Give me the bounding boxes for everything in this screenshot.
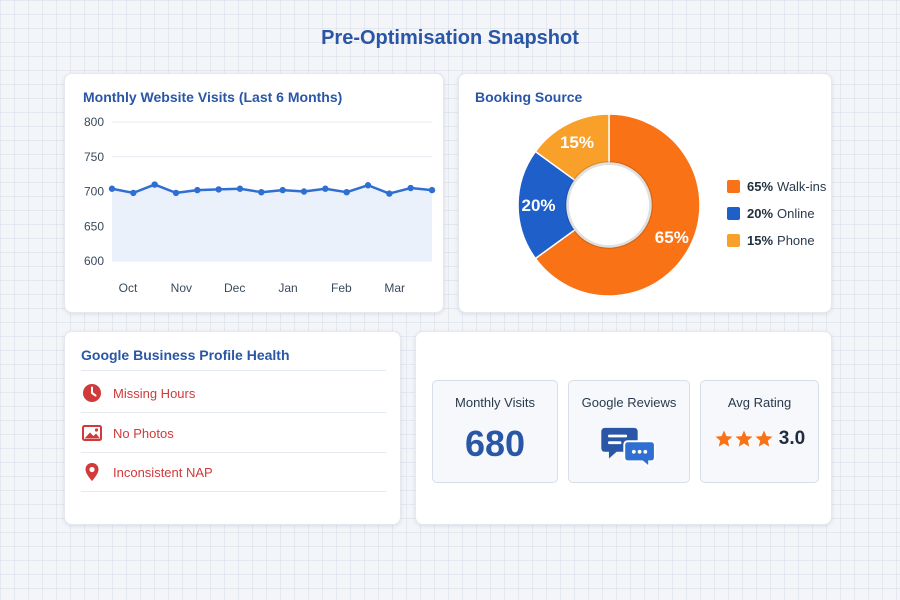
- donut-data-label: 20%: [521, 196, 555, 215]
- legend-value-walkins: 65%: [747, 179, 774, 194]
- x-tick-label: Mar: [384, 281, 405, 295]
- visits-series-line: [111, 183, 433, 195]
- y-tick-label: 750: [84, 150, 104, 164]
- gbp-issue-inconsistent-nap: Inconsistent NAP: [81, 453, 386, 492]
- gbp-health-title: Google Business Profile Health: [81, 347, 290, 363]
- image-icon: [82, 425, 102, 441]
- donut-slice-walk-ins: [534, 113, 701, 297]
- donut-hole: [569, 165, 649, 245]
- legend-item-walkins: 65% Walk-ins: [727, 179, 826, 194]
- visits-data-point: [322, 185, 329, 192]
- gbp-divider: [81, 370, 386, 371]
- visits-data-point: [300, 188, 308, 195]
- x-tick-label: Jan: [278, 281, 297, 295]
- gbp-health-card: Google Business Profile Health Missing H…: [64, 331, 401, 525]
- legend-item-online: 20% Online: [727, 206, 815, 221]
- visits-line-chart: 800 750 700 650 600 Oct Nov Dec Jan Feb Mar: [84, 115, 436, 295]
- legend-label-walkins: Walk-ins: [777, 179, 827, 194]
- visits-data-point: [215, 186, 222, 193]
- kpi-monthly-visits-label: Monthly Visits: [455, 395, 535, 410]
- visits-data-point: [172, 189, 180, 197]
- chat-bubbles-icon: [601, 427, 656, 469]
- donut-inner-shadow: [565, 161, 653, 249]
- y-tick-label: 800: [84, 115, 104, 129]
- legend-swatch-walkins: [727, 180, 740, 193]
- x-tick-label: Nov: [171, 281, 192, 295]
- legend-swatch-phone: [727, 234, 740, 247]
- legend-item-phone: 15% Phone: [727, 233, 815, 248]
- visits-data-point: [343, 188, 350, 196]
- star-icon: [735, 430, 753, 447]
- star-icon: [715, 430, 733, 447]
- donut-slice-phone: [534, 113, 610, 182]
- booking-donut-chart: 65% 20% 15%: [517, 113, 701, 297]
- visits-area: [112, 184, 432, 261]
- visits-data-point: [194, 186, 201, 194]
- gbp-issue-missing-hours: Missing Hours: [81, 374, 386, 413]
- star-icon: [755, 430, 773, 447]
- legend-value-phone: 15%: [747, 233, 774, 248]
- kpi-avg-rating-value: 3.0: [778, 428, 806, 449]
- kpi-monthly-visits-value: 680: [464, 423, 526, 464]
- rating-row: 3.0: [701, 428, 818, 450]
- gbp-issue-label: Missing Hours: [113, 385, 196, 401]
- y-tick-label: 700: [84, 185, 104, 199]
- x-tick-label: Dec: [224, 281, 245, 295]
- visits-data-point: [151, 181, 158, 188]
- y-tick-label: 600: [84, 254, 104, 268]
- visits-data-point: [279, 186, 286, 194]
- donut-data-label: 15%: [560, 133, 594, 152]
- visits-data-point: [407, 184, 414, 192]
- donut-slice-online: [517, 150, 577, 260]
- clock-icon: [83, 384, 101, 402]
- booking-source-card: Booking Source 65% 20% 15% 65% Walk-ins 20…: [458, 73, 832, 313]
- gbp-issue-no-photos: No Photos: [81, 414, 386, 453]
- kpi-google-reviews-label: Google Reviews: [581, 395, 677, 410]
- x-tick-label: Feb: [331, 281, 352, 295]
- kpi-monthly-visits: Monthly Visits 680: [432, 380, 558, 483]
- visits-chart-title: Monthly Website Visits (Last 6 Months): [83, 89, 343, 105]
- kpi-google-reviews: Google Reviews: [568, 380, 690, 483]
- y-tick-label: 650: [84, 219, 104, 233]
- visits-data-point: [386, 190, 393, 197]
- visits-chart-card: Monthly Website Visits (Last 6 Months) 8…: [64, 73, 444, 313]
- legend-swatch-online: [727, 207, 740, 220]
- visits-data-point: [108, 185, 116, 192]
- donut-data-label: 65%: [655, 228, 689, 247]
- kpi-avg-rating-label: Avg Rating: [727, 395, 792, 410]
- legend-label-phone: Phone: [777, 233, 815, 248]
- gbp-issue-label: No Photos: [113, 425, 174, 441]
- visits-data-point: [258, 188, 265, 196]
- location-pin-icon: [85, 463, 99, 481]
- gbp-issue-label: Inconsistent NAP: [113, 464, 213, 480]
- x-tick-label: Oct: [119, 281, 138, 295]
- rating-stars: [714, 429, 774, 449]
- visits-data-point: [236, 185, 244, 192]
- page-title: Pre-Optimisation Snapshot: [321, 27, 579, 49]
- kpi-avg-rating: Avg Rating 3.0: [700, 380, 819, 483]
- legend-value-online: 20%: [747, 206, 774, 221]
- visits-data-point: [428, 186, 436, 194]
- visits-data-point: [364, 182, 372, 189]
- kpi-card: Monthly Visits 680 Google Reviews Avg Ra…: [415, 331, 832, 525]
- visits-data-point: [130, 189, 137, 197]
- booking-source-title: Booking Source: [475, 89, 583, 105]
- legend-label-online: Online: [777, 206, 815, 221]
